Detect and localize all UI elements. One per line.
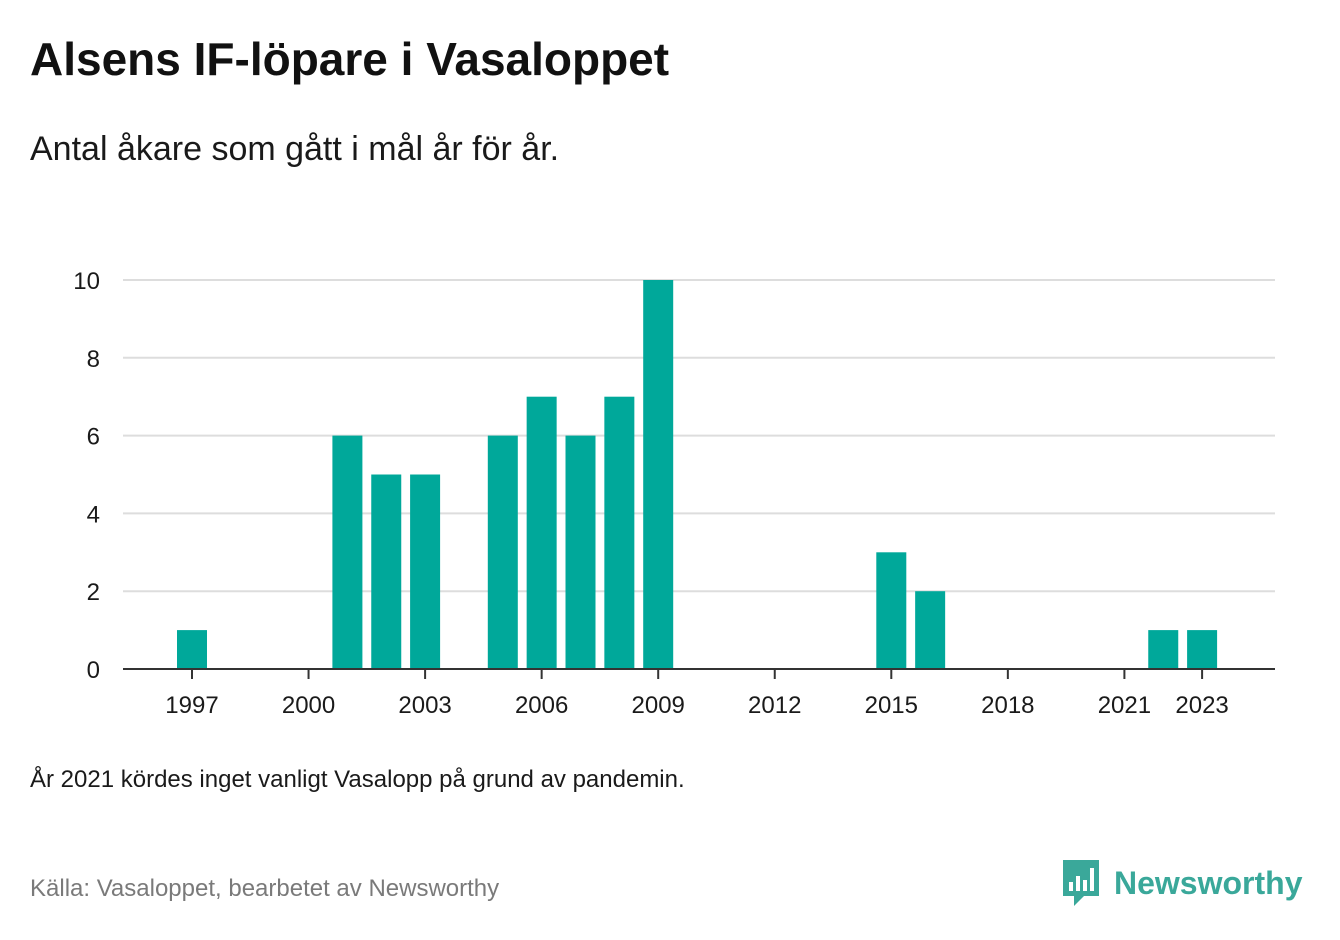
bar-2003 — [410, 474, 441, 669]
x-tick-label: 2000 — [282, 692, 335, 719]
chart-title: Alsens IF-löpare i Vasaloppet — [30, 33, 670, 85]
x-tick-label: 2003 — [398, 692, 451, 719]
y-axis-ticks: 0 2 4 6 8 10 — [73, 268, 100, 684]
x-axis-ticks: 1997 2000 2003 2006 2009 2012 2015 2018 2021 2023 — [165, 669, 1229, 719]
bar-2023 — [1187, 630, 1218, 669]
y-tick-label: 10 — [73, 268, 100, 295]
bar-1997 — [177, 630, 207, 669]
x-tick-label: 1997 — [165, 692, 218, 719]
x-tick-label: 2021 — [1098, 692, 1151, 719]
source-credit: Källa: Vasaloppet, bearbetet av Newswort… — [30, 875, 500, 902]
bar-2016 — [915, 591, 946, 669]
newsworthy-logo-icon — [1063, 860, 1099, 906]
y-tick-label: 8 — [87, 346, 100, 373]
bar-2009 — [643, 280, 674, 669]
x-tick-label: 2006 — [515, 692, 568, 719]
y-tick-label: 4 — [87, 501, 100, 528]
x-tick-label: 2012 — [748, 692, 801, 719]
chart-subtitle: Antal åkare som gått i mål år för år. — [30, 130, 560, 168]
bar-2008 — [604, 396, 635, 669]
y-tick-label: 2 — [87, 579, 100, 606]
x-tick-label: 2018 — [981, 692, 1034, 719]
x-tick-label: 2015 — [865, 692, 918, 719]
bar-2001 — [332, 435, 363, 669]
bar-2022 — [1148, 630, 1179, 669]
x-tick-label: 2023 — [1175, 692, 1228, 719]
chart-note: År 2021 kördes inget vanligt Vasalopp på… — [30, 766, 685, 793]
bar-2005 — [487, 435, 518, 669]
bar-chart: 0 2 4 6 8 10 1997 2000 2003 2006 2009 2012 2015 2018… — [73, 268, 1275, 719]
x-tick-label: 2009 — [632, 692, 685, 719]
grid-lines — [123, 279, 1275, 593]
bar-2007 — [565, 435, 596, 669]
bar-2015 — [876, 552, 907, 669]
bar-2002 — [371, 474, 402, 669]
bars — [177, 280, 1218, 669]
bar-2006 — [526, 396, 557, 669]
y-tick-label: 6 — [87, 424, 100, 451]
brand-name: Newsworthy — [1114, 864, 1303, 901]
brand-logo: Newsworthy — [1060, 858, 1302, 908]
y-tick-label: 0 — [87, 657, 100, 684]
